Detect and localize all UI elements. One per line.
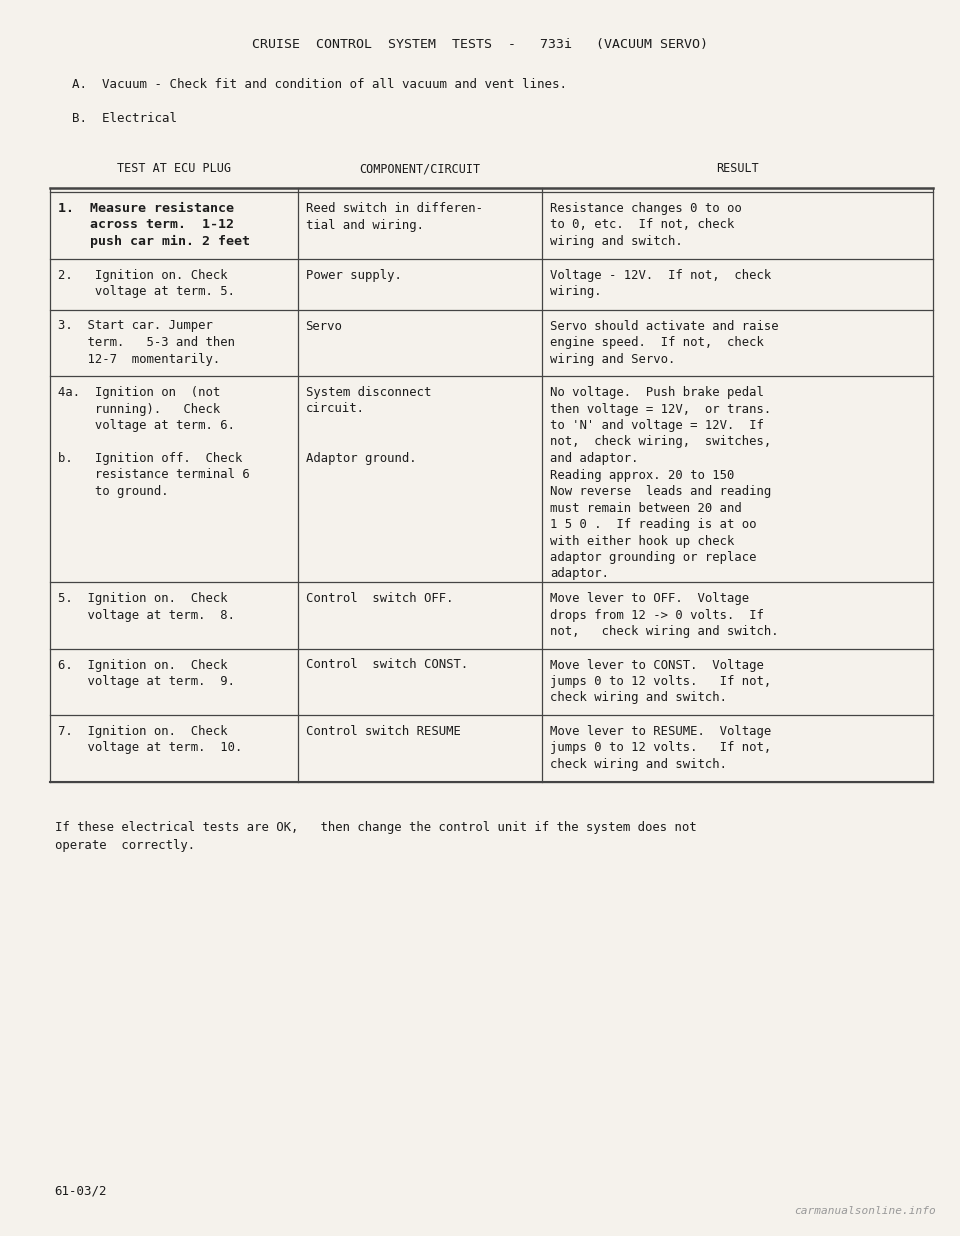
Text: Move lever to RESUME.  Voltage
jumps 0 to 12 volts.   If not,
check wiring and s: Move lever to RESUME. Voltage jumps 0 to… bbox=[550, 726, 772, 771]
Text: If these electrical tests are OK,   then change the control unit if the system d: If these electrical tests are OK, then c… bbox=[55, 822, 696, 853]
Text: TEST AT ECU PLUG: TEST AT ECU PLUG bbox=[117, 162, 230, 176]
Text: Servo should activate and raise
engine speed.  If not,  check
wiring and Servo.: Servo should activate and raise engine s… bbox=[550, 319, 779, 366]
Text: RESULT: RESULT bbox=[716, 162, 759, 176]
Text: 61-03/2: 61-03/2 bbox=[55, 1184, 108, 1196]
Text: carmanualsonline.info: carmanualsonline.info bbox=[794, 1206, 936, 1216]
Text: Reed switch in differen-
tial and wiring.: Reed switch in differen- tial and wiring… bbox=[305, 201, 483, 231]
Text: B.  Electrical: B. Electrical bbox=[72, 112, 177, 125]
Text: Resistance changes 0 to oo
to 0, etc.  If not, check
wiring and switch.: Resistance changes 0 to oo to 0, etc. If… bbox=[550, 201, 742, 248]
Text: 3.  Start car. Jumper
    term.   5-3 and then
    12-7  momentarily.: 3. Start car. Jumper term. 5-3 and then … bbox=[58, 319, 235, 366]
Text: 5.  Ignition on.  Check
    voltage at term.  8.: 5. Ignition on. Check voltage at term. 8… bbox=[58, 592, 235, 622]
Text: Power supply.: Power supply. bbox=[305, 268, 401, 282]
Text: Move lever to OFF.  Voltage
drops from 12 -> 0 volts.  If
not,   check wiring an: Move lever to OFF. Voltage drops from 12… bbox=[550, 592, 779, 638]
Text: CRUISE  CONTROL  SYSTEM  TESTS  -   733i   (VACUUM SERVO): CRUISE CONTROL SYSTEM TESTS - 733i (VACU… bbox=[252, 38, 708, 51]
Text: Servo: Servo bbox=[305, 319, 343, 332]
Text: 2.   Ignition on. Check
     voltage at term. 5.: 2. Ignition on. Check voltage at term. 5… bbox=[58, 268, 235, 298]
Text: 6.  Ignition on.  Check
    voltage at term.  9.: 6. Ignition on. Check voltage at term. 9… bbox=[58, 659, 235, 688]
Text: Control  switch OFF.: Control switch OFF. bbox=[305, 592, 453, 604]
Text: 4a.  Ignition on  (not
     running).   Check
     voltage at term. 6.

b.   Ign: 4a. Ignition on (not running). Check vol… bbox=[58, 386, 250, 498]
Text: COMPONENT/CIRCUIT: COMPONENT/CIRCUIT bbox=[359, 162, 481, 176]
Text: 7.  Ignition on.  Check
    voltage at term.  10.: 7. Ignition on. Check voltage at term. 1… bbox=[58, 726, 242, 754]
Text: Voltage - 12V.  If not,  check
wiring.: Voltage - 12V. If not, check wiring. bbox=[550, 268, 772, 298]
Text: A.  Vacuum - Check fit and condition of all vacuum and vent lines.: A. Vacuum - Check fit and condition of a… bbox=[72, 78, 567, 91]
Text: Control switch RESUME: Control switch RESUME bbox=[305, 726, 461, 738]
Text: System disconnect
circuit.


Adaptor ground.: System disconnect circuit. Adaptor groun… bbox=[305, 386, 431, 465]
Text: Move lever to CONST.  Voltage
jumps 0 to 12 volts.   If not,
check wiring and sw: Move lever to CONST. Voltage jumps 0 to … bbox=[550, 659, 772, 705]
Text: Control  switch CONST.: Control switch CONST. bbox=[305, 659, 468, 671]
Text: 1.  Measure resistance
    across term.  1-12
    push car min. 2 feet: 1. Measure resistance across term. 1-12 … bbox=[58, 201, 250, 248]
Text: No voltage.  Push brake pedal
then voltage = 12V,  or trans.
to 'N' and voltage : No voltage. Push brake pedal then voltag… bbox=[550, 386, 772, 581]
